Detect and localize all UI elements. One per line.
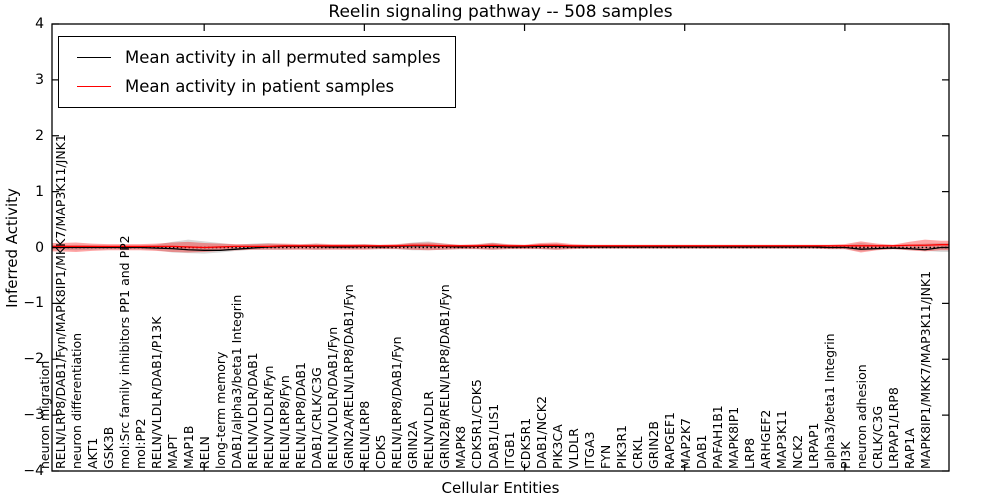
- x-tick-label: DAB1/alpha3/beta1 Integrin: [229, 294, 245, 469]
- x-tick-label: MAPT: [165, 434, 181, 469]
- x-tick-label: RAPGEF1: [661, 412, 677, 469]
- x-tick-label: CDK5R1/CDK5: [469, 379, 485, 469]
- x-tick-label: neuron migration: [37, 360, 52, 469]
- x-tick-label: DAB1/NCK2: [533, 396, 549, 469]
- x-tick-label: MAPK8IP1: [725, 406, 741, 469]
- y-tick-label: −3: [23, 407, 44, 424]
- x-tick-label: RELN/VLDLR/DAB1: [245, 352, 261, 469]
- x-tick-label: CDK5: [373, 434, 389, 469]
- y-tick-label: 0: [35, 239, 44, 256]
- x-tick-label: ITGA3: [581, 431, 597, 469]
- x-tick-label: RAP1A: [901, 428, 917, 469]
- x-tick-label: RELN/LRP8/DAB1/Fyn/MAPK8IP1/MKK7/MAP3K11…: [53, 134, 69, 469]
- x-tick-label: PAFAH1B1: [709, 405, 725, 469]
- x-tick-label: CRKL: [629, 436, 645, 469]
- y-tick-label: −1: [23, 295, 44, 312]
- y-tick-label: −4: [23, 463, 44, 479]
- x-axis-label: Cellular Entities: [441, 479, 560, 497]
- legend-label-permuted: Mean activity in all permuted samples: [125, 48, 441, 67]
- x-tick-label: MAPK8IP1/MKK7/MAP3K11/JNK1: [917, 270, 933, 469]
- x-tick-label: PIK3CA: [549, 424, 565, 469]
- x-tick-label: RELN: [197, 436, 213, 469]
- x-tick-label: GRIN2B/RELN/LRP8/DAB1/Fyn: [437, 284, 453, 469]
- x-tick-label: neuron differentiation: [69, 332, 85, 469]
- x-tick-label: DAB1/LIS1: [485, 403, 501, 469]
- x-tick-label: long-term memory: [213, 351, 229, 469]
- series-line-patient: [52, 244, 949, 249]
- x-tick-label: GRIN2A/RELN/LRP8/DAB1/Fyn: [341, 284, 357, 469]
- x-tick-label: GRIN2A: [405, 421, 421, 469]
- x-tick-label: RELN/VLDLR/DAB1/P13K: [149, 316, 165, 469]
- x-tick-label: MAP1B: [181, 425, 197, 469]
- legend-item-permuted: Mean activity in all permuted samples: [69, 43, 441, 72]
- x-tick-label: mol:PP2: [133, 418, 149, 469]
- x-tick-label: RELN/LRP8/Fyn: [277, 375, 293, 469]
- x-tick-label: MAP2K7: [677, 418, 693, 469]
- x-tick-label: mol:Src family inhibitors PP1 and PP2: [117, 235, 133, 469]
- x-tick-label: VLDLR: [565, 428, 581, 469]
- x-tick-label: RELN/LRP8: [357, 400, 373, 469]
- y-tick-label: 3: [35, 71, 44, 88]
- x-tick-label: RELN/LRP8/DAB1: [293, 362, 309, 469]
- legend: Mean activity in all permuted samples Me…: [58, 36, 456, 108]
- x-tick-label: MAPK8: [453, 425, 469, 469]
- y-tick-label: 4: [35, 16, 44, 32]
- x-tick-label: DAB1: [693, 434, 709, 470]
- x-tick-label: GSK3B: [101, 426, 117, 469]
- x-tick-label: LRPAP1: [805, 422, 821, 469]
- x-tick-label: MAP3K11: [773, 410, 789, 469]
- x-tick-label: RELN/LRP8/DAB1/Fyn: [389, 336, 405, 469]
- chart-title: Reelin signaling pathway -- 508 samples: [328, 2, 673, 22]
- legend-line-patient-icon: [77, 86, 111, 87]
- x-tick-label: RELN/VLDLR/DAB1/Fyn: [325, 326, 341, 469]
- x-tick-label: CRLK/C3G: [869, 405, 885, 469]
- x-tick-label: alpha3/beta1 Integrin: [821, 333, 837, 469]
- x-tick-label: AKT1: [85, 437, 101, 469]
- x-tick-label: PIK3R1: [613, 424, 629, 469]
- y-tick-label: 2: [35, 127, 44, 144]
- x-tick-label: GRIN2B: [645, 421, 661, 469]
- x-tick-label: RELN/VLDLR: [421, 391, 437, 469]
- x-tick-label: FYN: [597, 444, 613, 469]
- x-tick-label: ITGB1: [501, 431, 517, 469]
- x-tick-label: CDK5R1: [517, 417, 533, 469]
- y-tick-label: −2: [23, 351, 44, 368]
- legend-line-permuted-icon: [77, 57, 111, 58]
- x-tick-label: neuron adhesion: [853, 364, 869, 469]
- x-tick-label: DAB1/CRLK/C3G: [309, 367, 325, 469]
- legend-label-patient: Mean activity in patient samples: [125, 77, 395, 96]
- y-tick-label: 1: [35, 183, 44, 200]
- legend-item-patient: Mean activity in patient samples: [69, 72, 441, 101]
- series-line-permuted: [52, 245, 949, 251]
- x-tick-label: NCK2: [789, 434, 805, 469]
- x-tick-label: LRPAP1/LRP8: [885, 387, 901, 469]
- x-tick-label: PI3K: [837, 441, 853, 469]
- x-tick-label: LRP8: [741, 437, 757, 469]
- x-tick-label: ARHGEF2: [757, 409, 773, 469]
- x-tick-label: RELN/VLDLR/Fyn: [261, 365, 277, 469]
